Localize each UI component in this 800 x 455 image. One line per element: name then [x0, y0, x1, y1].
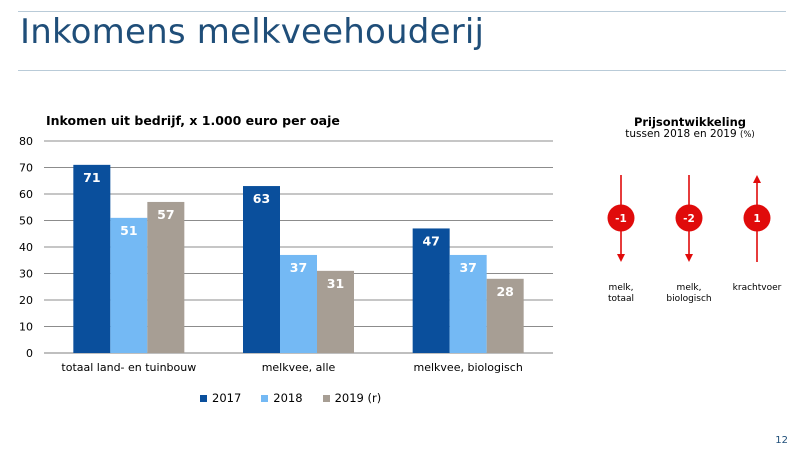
- y-tick-label: 50: [19, 215, 33, 228]
- y-tick-label: 80: [19, 135, 33, 148]
- arrow-up-icon: [753, 175, 761, 183]
- bar-data-label: 31: [327, 276, 344, 291]
- bar-2018-1: [110, 217, 148, 353]
- legend-item-2018: 2018: [261, 391, 303, 405]
- bar-data-label: 63: [253, 191, 270, 206]
- price-panel-subtitle: tussen 2018 en 2019 (%): [600, 128, 780, 140]
- bar-2017-1: [73, 164, 111, 353]
- y-tick-label: 30: [19, 268, 33, 281]
- bar-data-label: 28: [496, 284, 513, 299]
- bar-data-label: 51: [120, 223, 137, 238]
- price-panel-subtitle-text: tussen 2018 en 2019: [625, 128, 737, 140]
- y-tick-label: 20: [19, 294, 33, 307]
- price-label-line2: totaal: [607, 294, 635, 304]
- price-badge: [675, 204, 703, 232]
- price-label-melk-totaal: melk, totaal: [586, 283, 656, 305]
- y-tick-label: 10: [19, 321, 33, 334]
- price-label-line2: biologisch: [666, 294, 712, 304]
- price-panel-unit: (%): [740, 130, 755, 140]
- legend-item-2017: 2017: [200, 391, 241, 405]
- chart-legend: 2017 2018 2019 (r): [200, 391, 381, 405]
- bar-2019r-2: [317, 270, 354, 353]
- legend-label-2018: 2018: [273, 391, 303, 405]
- y-tick-label: 60: [19, 188, 33, 201]
- price-label-line1: melk,: [676, 283, 702, 293]
- bar-2018-3: [449, 254, 487, 353]
- title-underline: [18, 70, 786, 71]
- legend-swatch-2019: [322, 394, 330, 402]
- bar-2019r-1: [147, 201, 185, 353]
- price-label-line1: melk,: [608, 283, 634, 293]
- top-rule: [18, 11, 786, 12]
- bar-data-label: 47: [422, 233, 439, 248]
- price-badge: [607, 204, 635, 232]
- price-badge: [743, 204, 771, 232]
- bar-data-label: 37: [290, 260, 307, 275]
- legend-label-2017: 2017: [212, 391, 242, 405]
- arrow-down-icon: [617, 254, 625, 262]
- chart-title: Inkomen uit bedrijf, x 1.000 euro per oa…: [46, 113, 340, 128]
- x-category-label: melkvee, biologisch: [414, 361, 523, 374]
- bar-2018-2: [280, 254, 317, 353]
- price-change-value: -2: [683, 213, 695, 225]
- page-number: 12: [775, 435, 788, 446]
- bar-2019r-3: [486, 278, 524, 353]
- x-category-label: melkvee, alle: [262, 361, 336, 374]
- price-label-melk-biologisch: melk, biologisch: [654, 283, 724, 305]
- bar-2017-2: [243, 186, 280, 353]
- price-change-value: 1: [753, 213, 760, 225]
- y-tick-label: 70: [19, 162, 33, 175]
- price-label-krachtvoer: krachtvoer: [722, 283, 792, 294]
- bar-2017-3: [412, 228, 450, 353]
- legend-swatch-2017: [200, 394, 207, 402]
- legend-label-2019: 2019 (r): [334, 391, 382, 405]
- price-label-line1: krachtvoer: [732, 283, 782, 293]
- price-panel-title: Prijsontwikkeling: [633, 115, 747, 129]
- price-change-value: -1: [615, 213, 627, 225]
- legend-item-2019: 2019 (r): [322, 391, 382, 405]
- x-category-label: totaal land- en tuinbouw: [61, 361, 196, 374]
- bar-data-label: 37: [459, 260, 476, 275]
- legend-swatch-2018: [261, 394, 269, 402]
- page-title: Inkomens melkveehouderij: [20, 12, 485, 52]
- bar-data-label: 71: [83, 170, 100, 185]
- bar-data-label: 57: [157, 207, 174, 222]
- arrow-down-icon: [685, 254, 693, 262]
- y-tick-label: 0: [26, 347, 33, 360]
- y-tick-label: 40: [19, 241, 33, 254]
